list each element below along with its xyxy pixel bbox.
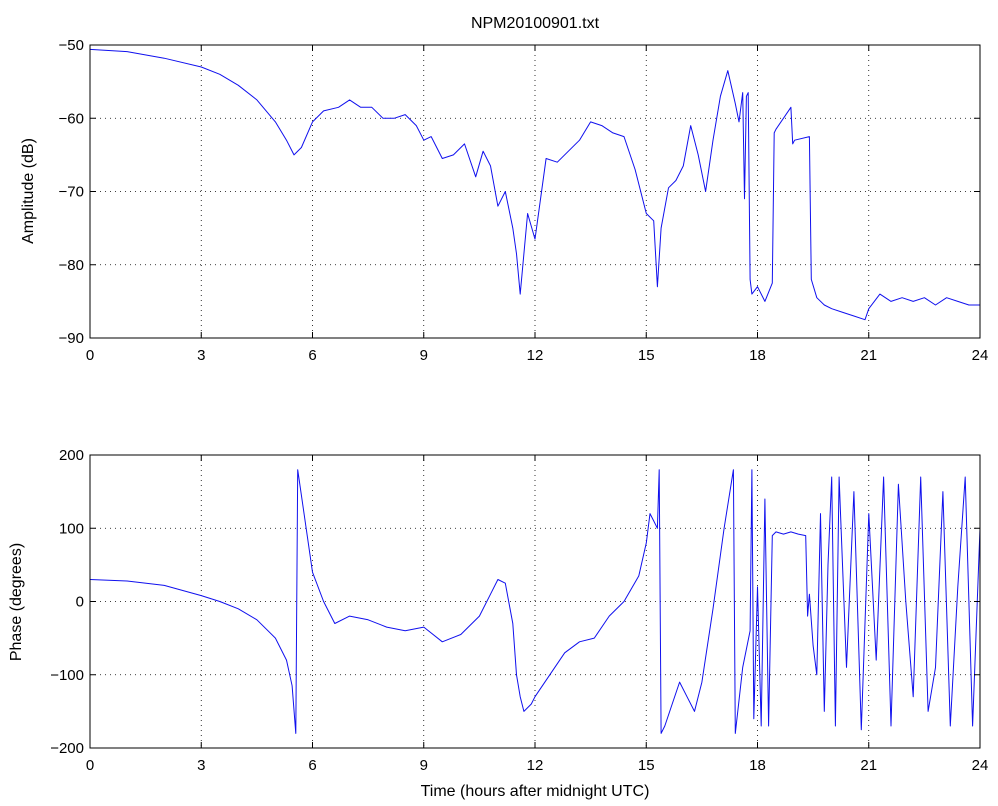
phase-y-tick-label: −100 — [50, 667, 84, 684]
phase-y-axis-label: Phase (degrees) — [8, 543, 25, 661]
amplitude-y-axis-label: Amplitude (dB) — [20, 138, 37, 244]
amplitude-x-tick-label: 9 — [420, 347, 428, 364]
phase-x-tick-label: 24 — [972, 757, 989, 774]
amplitude-x-tick-label: 15 — [638, 347, 655, 364]
amplitude-x-tick-label: 18 — [749, 347, 766, 364]
amplitude-x-tick-label: 12 — [527, 347, 544, 364]
phase-y-tick-label: 0 — [76, 594, 84, 611]
amplitude-y-tick-label: −50 — [59, 37, 84, 54]
phase-x-tick-label: 21 — [860, 757, 877, 774]
amplitude-panel: NPM20100901.txt Amplitude (dB) 0 3 6 9 12 15 1… — [20, 15, 988, 364]
amplitude-y-tick-label: −70 — [59, 184, 84, 201]
phase-x-tick-label: 6 — [308, 757, 316, 774]
phase-x-tick-label: 3 — [197, 757, 205, 774]
phase-series-line — [89, 469, 981, 734]
phase-x-tick-label: 0 — [86, 757, 94, 774]
phase-panel: Phase (degrees) Time (hours after midnig… — [8, 447, 988, 800]
phase-y-tick-label: 200 — [59, 447, 84, 464]
phase-x-tick-label: 12 — [527, 757, 544, 774]
phase-x-tick-label: 18 — [749, 757, 766, 774]
amplitude-series-line — [89, 48, 980, 321]
phase-y-tick-label: 100 — [59, 520, 84, 537]
amplitude-x-tick-label: 0 — [86, 347, 94, 364]
amplitude-x-tick-label: 24 — [972, 347, 989, 364]
phase-y-tick-label: −200 — [50, 740, 84, 757]
amplitude-y-tick-label: −80 — [59, 257, 84, 274]
amplitude-y-tick-label: −60 — [59, 110, 84, 127]
x-axis-label: Time (hours after midnight UTC) — [421, 783, 650, 800]
amplitude-x-tick-label: 6 — [308, 347, 316, 364]
phase-x-tick-label: 9 — [420, 757, 428, 774]
amplitude-x-tick-label: 21 — [860, 347, 877, 364]
amplitude-x-tick-label: 3 — [197, 347, 205, 364]
amplitude-y-tick-label: −90 — [59, 330, 84, 347]
chart-title: NPM20100901.txt — [471, 15, 600, 32]
phase-x-tick-label: 15 — [638, 757, 655, 774]
